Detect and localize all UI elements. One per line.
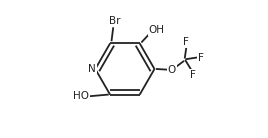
Text: HO: HO — [73, 91, 89, 101]
Text: F: F — [183, 37, 189, 47]
Text: N: N — [88, 64, 96, 74]
Text: F: F — [198, 53, 204, 63]
Text: OH: OH — [148, 25, 164, 35]
Text: Br: Br — [109, 16, 120, 26]
Text: O: O — [168, 65, 176, 75]
Text: F: F — [190, 70, 196, 80]
